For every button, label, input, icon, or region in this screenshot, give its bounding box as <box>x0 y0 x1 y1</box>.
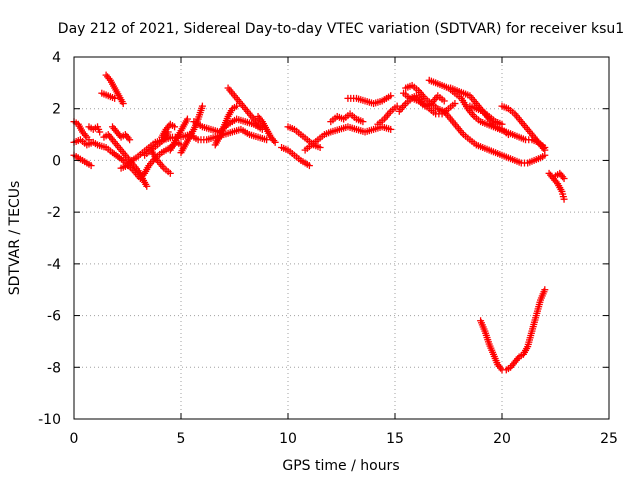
series-track-27 <box>402 81 448 108</box>
data-point <box>541 286 549 294</box>
series-track-06 <box>102 71 127 108</box>
y-tick-label: -8 <box>47 360 61 376</box>
series-track-34 <box>477 286 549 374</box>
data-point <box>560 195 568 203</box>
series-track-08 <box>109 123 134 144</box>
data-point <box>198 102 206 110</box>
data-point <box>87 162 95 170</box>
x-tick-label: 10 <box>279 431 297 447</box>
series-track-11 <box>147 146 174 177</box>
series-track-12 <box>158 120 179 141</box>
grid <box>74 57 609 419</box>
data-point <box>166 169 174 177</box>
series-track-13 <box>166 115 191 154</box>
data-point <box>359 118 367 126</box>
data-point <box>119 100 127 108</box>
data-point <box>393 102 401 110</box>
data-point <box>316 144 324 151</box>
data-point <box>111 94 119 102</box>
x-tick-label: 15 <box>386 431 404 447</box>
series-track-31 <box>498 102 549 154</box>
data-point <box>541 146 549 154</box>
data-points <box>70 71 568 374</box>
y-axis-label: SDTVAR / TECUs <box>7 181 23 296</box>
data-point <box>305 162 313 170</box>
series-track-17 <box>224 84 264 131</box>
data-point <box>451 100 459 108</box>
series-track-26 <box>400 89 459 118</box>
data-point <box>560 175 568 183</box>
y-tick-label: 0 <box>52 153 61 169</box>
plot-frame <box>73 56 610 420</box>
x-axis-label: GPS time / hours <box>282 458 399 474</box>
x-tick-label: 5 <box>177 431 186 447</box>
y-tick-label: -6 <box>47 309 61 325</box>
data-point <box>126 136 134 144</box>
series-track-07 <box>98 89 119 102</box>
data-point <box>143 182 151 190</box>
series-track-18 <box>254 112 279 146</box>
y-tick-label: 4 <box>52 50 61 66</box>
series-track-24 <box>374 102 401 128</box>
data-point <box>171 123 179 131</box>
y-tick-label: -10 <box>38 412 61 428</box>
data-point <box>233 102 241 110</box>
data-point <box>263 136 271 144</box>
series-track-33 <box>552 169 568 183</box>
data-point <box>96 128 104 136</box>
data-point <box>271 138 279 146</box>
data-point <box>387 92 395 100</box>
data-point <box>183 115 191 123</box>
series-track-04 <box>85 123 104 136</box>
series-track-25 <box>395 94 549 167</box>
chart-title: Day 212 of 2021, Sidereal Day-to-day VTE… <box>58 21 624 37</box>
series-track-16 <box>211 102 241 149</box>
series-track-21 <box>301 123 395 154</box>
y-tick-label: 2 <box>52 102 61 118</box>
data-point <box>440 97 448 105</box>
axis-ticks: 0 5 10 15 20 25 -10 -8 -6 -4 -2 0 2 4 <box>38 50 618 447</box>
y-tick-label: -2 <box>47 205 61 221</box>
y-tick-label: -4 <box>47 257 61 273</box>
series-track-19 <box>278 144 313 170</box>
series-track-05 <box>100 131 151 190</box>
series-track-23 <box>344 92 395 108</box>
series-track-30 <box>466 102 506 128</box>
x-tick-label: 0 <box>70 431 79 447</box>
x-tick-label: 25 <box>600 431 618 447</box>
data-point <box>504 131 512 139</box>
x-tick-label: 20 <box>493 431 511 447</box>
series-track-22 <box>327 110 367 126</box>
data-point <box>498 120 506 128</box>
data-point <box>387 125 395 133</box>
